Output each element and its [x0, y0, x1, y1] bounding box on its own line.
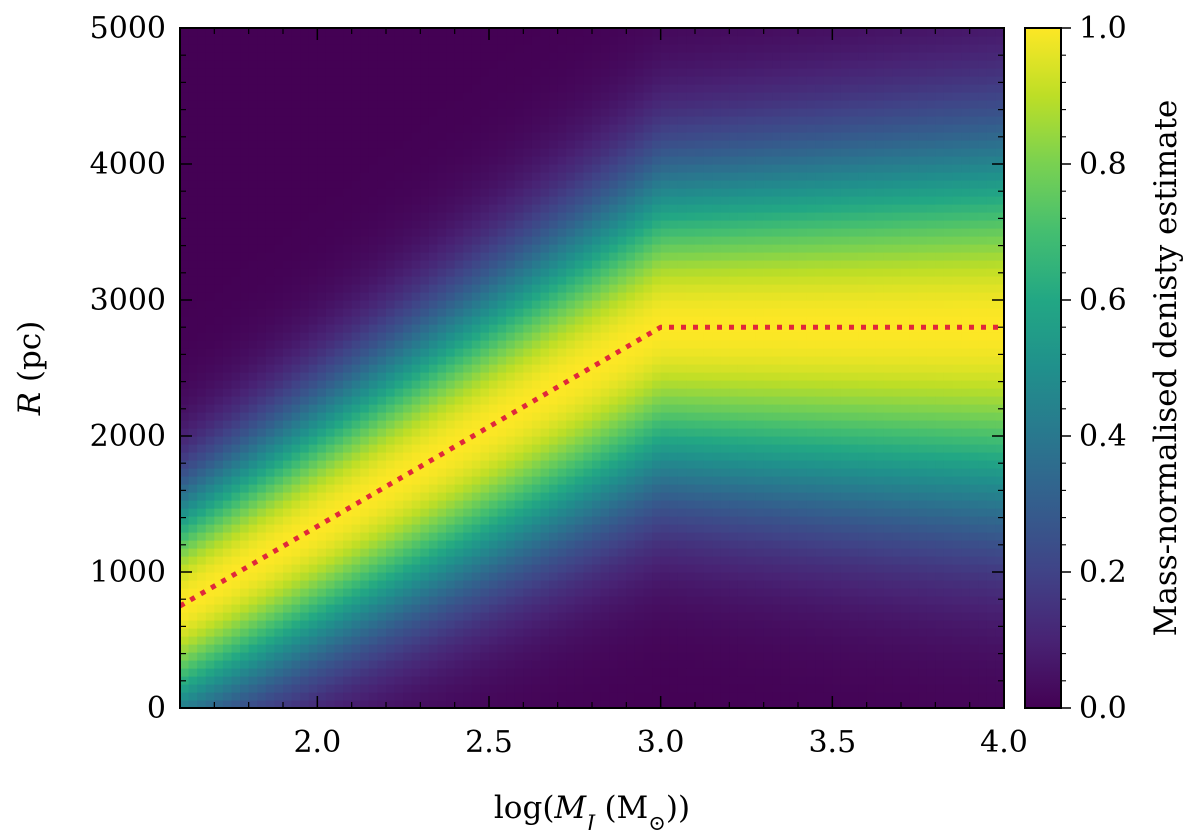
- colorbar-tick-label: 1.0: [1079, 11, 1127, 46]
- ridge-line: [180, 324, 1004, 609]
- heatmap-field: [180, 28, 1004, 708]
- colorbar-tick-label: 0.6: [1079, 283, 1127, 318]
- x-tick-label: 3.5: [808, 725, 856, 760]
- colorbar-tick-label: 0.8: [1079, 147, 1127, 182]
- y-tick-label: 1000: [90, 555, 166, 590]
- x-axis-ticks: 2.0 2.5 3.0 3.5 4.0: [179, 28, 1028, 760]
- x-axis-title: log(MJ (M⊙)): [494, 790, 690, 830]
- y-tick-label: 3000: [90, 283, 166, 318]
- x-tick-label: 3.0: [637, 725, 685, 760]
- colorbar-frame: [1024, 27, 1062, 709]
- colorbar-tick-label: 0.0: [1079, 691, 1127, 726]
- x-tick-label: 2.0: [293, 725, 341, 760]
- colorbar-title: Mass-normalised denisty estimate: [1148, 100, 1184, 637]
- y-tick-label: 2000: [90, 419, 166, 454]
- x-tick-label: 4.0: [980, 725, 1028, 760]
- colorbar: [1025, 28, 1061, 708]
- y-tick-label: 4000: [90, 147, 166, 182]
- colorbar-ticks: 0.0 0.2 0.4 0.6 0.8 1.0: [1061, 11, 1127, 726]
- y-axis-title: R (pc): [12, 321, 48, 417]
- colorbar-tick-label: 0.4: [1079, 419, 1127, 454]
- y-axis-ticks: 0 1000 2000 3000 4000 5000: [90, 11, 1004, 726]
- y-tick-label: 0: [147, 691, 166, 726]
- x-tick-label: 2.5: [465, 725, 513, 760]
- y-tick-label: 5000: [90, 11, 166, 46]
- colorbar-tick-label: 0.2: [1079, 555, 1127, 590]
